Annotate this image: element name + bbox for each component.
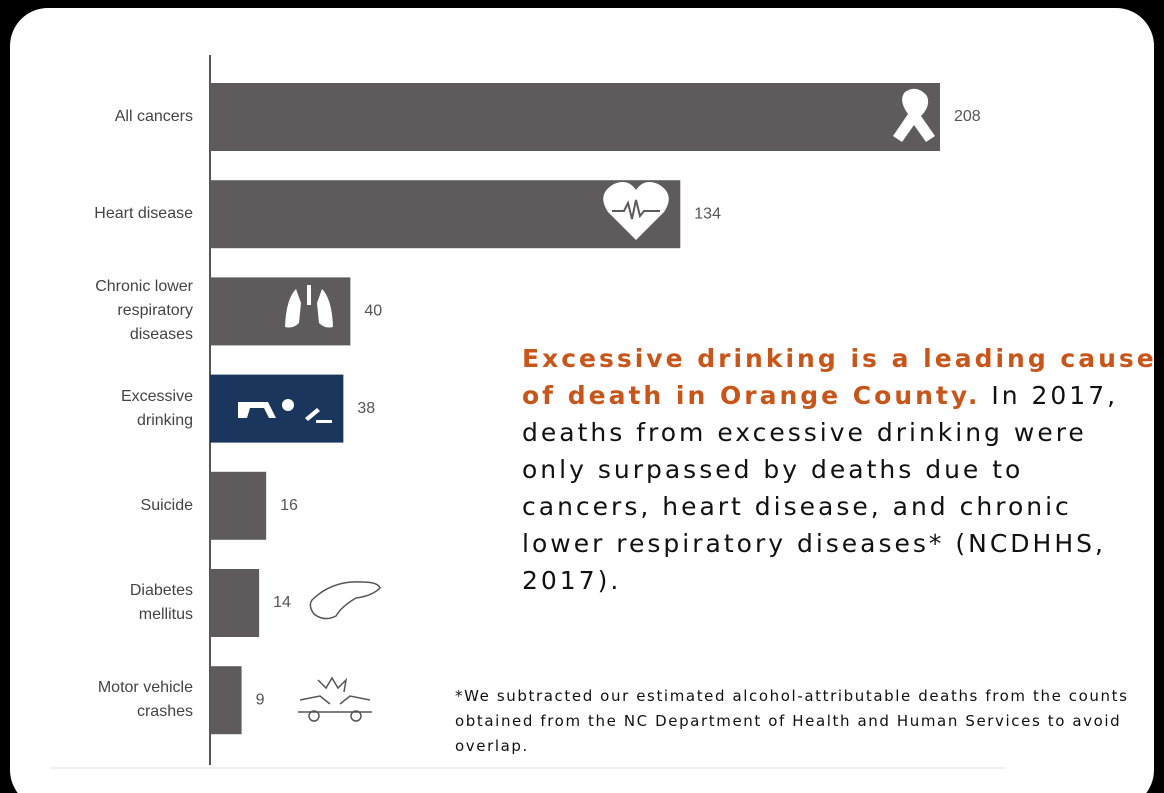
footnote: *We subtracted our estimated alcohol-att… xyxy=(455,687,1129,755)
wheel-icon xyxy=(350,710,362,722)
category-label: Excessive drinking xyxy=(120,387,193,429)
heart-icon xyxy=(603,182,669,240)
wheel-icon xyxy=(308,710,320,722)
category-label: Suicide xyxy=(140,496,193,514)
value-label: 134 xyxy=(694,205,721,222)
value-label: 38 xyxy=(357,400,375,417)
category-label: All cancers xyxy=(114,108,193,125)
lung-icon xyxy=(285,289,301,328)
value-label: 208 xyxy=(954,108,981,125)
trachea-icon xyxy=(307,285,311,305)
category-label: Motor vehicle crashes xyxy=(97,679,193,721)
ribbon-icon xyxy=(893,88,935,142)
bar xyxy=(210,374,344,443)
icons xyxy=(238,88,935,423)
outline-icons xyxy=(298,581,381,722)
person-icon xyxy=(238,402,276,418)
pancreas-icon xyxy=(309,581,381,620)
value-label: 16 xyxy=(280,497,298,514)
bar xyxy=(210,666,242,735)
value-label: 9 xyxy=(256,691,265,708)
bars: 208 134 40 38 16 14 9 xyxy=(210,83,981,735)
bar xyxy=(210,569,260,637)
bar xyxy=(210,471,267,540)
annotation: Excessive drinking is a leading cause of… xyxy=(522,340,1162,599)
bottle-icon xyxy=(305,408,332,423)
category-label: Diabetes mellitus xyxy=(129,582,193,623)
pulse-icon xyxy=(612,199,660,220)
value-label: 40 xyxy=(364,303,382,320)
value-label: 14 xyxy=(273,594,291,611)
bar xyxy=(210,83,940,151)
annotation-body: In 2017, deaths from excessive drinking … xyxy=(522,381,1119,595)
annotation-lead: Excessive drinking is a leading cause of… xyxy=(522,344,1157,410)
person-head-icon xyxy=(282,399,294,411)
category-label: Heart disease xyxy=(94,205,193,223)
crash-icon xyxy=(298,676,372,713)
lung-icon xyxy=(317,289,333,328)
bar xyxy=(210,180,681,249)
category-label: Chronic lower respiratory diseases xyxy=(95,278,193,344)
